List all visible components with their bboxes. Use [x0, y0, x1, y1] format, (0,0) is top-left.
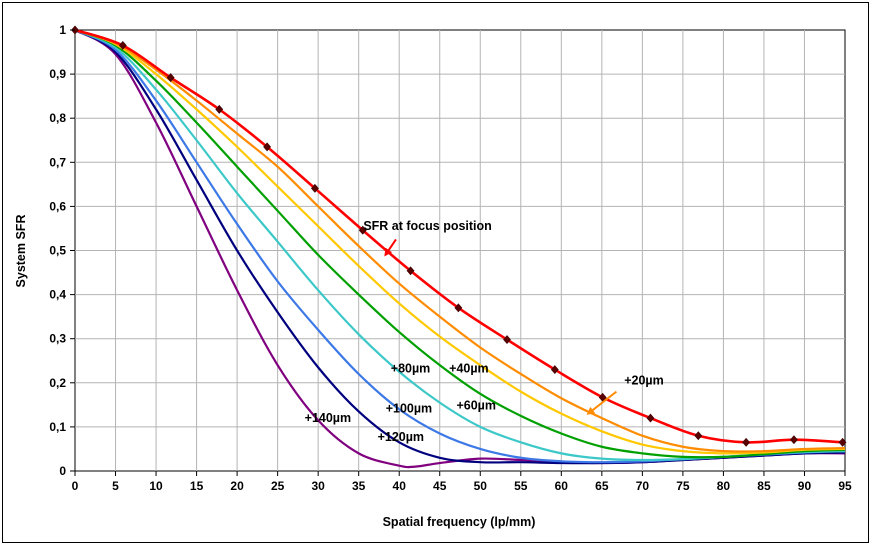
y-tick-label: 0,9: [49, 67, 66, 81]
series-line-3: [74, 28, 846, 459]
data-point: [790, 435, 798, 445]
annotation-layer: SFR at focus position +20µm +40µm +60µm +80µ…: [305, 219, 664, 444]
x-tick-label: 30: [311, 479, 325, 493]
axis-layer: 0 5 10 15 20 25 30 35 40 45 50 55 60 65 70 75 80 85 90 95 0 0…: [49, 23, 852, 493]
y-tick-label: 0,5: [49, 244, 66, 258]
x-tick-label: 55: [514, 479, 528, 493]
x-tick-label: 25: [271, 479, 285, 493]
y-tick-label: 0,1: [49, 420, 66, 434]
annotation-label: +120µm: [378, 430, 424, 444]
x-tick-label: 75: [676, 479, 690, 493]
annotation-label: +80µm: [391, 362, 431, 376]
x-tick-label: 50: [474, 479, 488, 493]
x-tick-label: 10: [149, 479, 163, 493]
x-tick-label: 65: [595, 479, 609, 493]
x-tick-label: 5: [112, 479, 119, 493]
data-point: [550, 365, 559, 375]
data-point: [311, 183, 319, 193]
x-tick-label: 15: [190, 479, 204, 493]
x-tick-label: 60: [555, 479, 569, 493]
y-tick-label: 0,6: [49, 199, 66, 213]
data-point: [454, 303, 463, 313]
data-point: [166, 73, 175, 83]
y-tick-label: 0: [59, 464, 66, 478]
data-point: [646, 413, 655, 423]
y-tick-label: 0,2: [49, 376, 66, 390]
x-tick-label: 45: [433, 479, 447, 493]
x-tick-label: 90: [798, 479, 812, 493]
y-tick-label: 0,4: [49, 288, 66, 302]
data-point: [118, 40, 127, 50]
series-line-1: [74, 28, 846, 453]
data-point: [742, 437, 751, 447]
y-tick-label: 0,8: [49, 111, 66, 125]
x-tick-label: 40: [393, 479, 407, 493]
x-tick-label: 0: [72, 479, 79, 493]
annotation-arrow: [586, 390, 618, 415]
data-point: [838, 437, 847, 447]
series-line-2: [74, 28, 846, 455]
y-axis-title: System SFR: [14, 215, 28, 288]
annotation-label: +20µm: [624, 374, 664, 388]
data-point: [694, 431, 703, 441]
x-tick-label: 80: [717, 479, 731, 493]
x-axis-title: Spatial frequency (lp/mm): [383, 515, 536, 529]
annotation-label: +140µm: [305, 411, 351, 425]
x-tick-label: 95: [838, 479, 852, 493]
y-tick-label: 0,3: [49, 332, 66, 346]
data-point: [215, 104, 224, 114]
y-tick-label: 0,7: [49, 155, 66, 169]
annotation-label: +40µm: [449, 362, 489, 376]
grid: [74, 29, 846, 472]
data-point: [406, 266, 415, 276]
x-tick-label: 20: [230, 479, 244, 493]
data-point: [503, 335, 511, 345]
data-point: [358, 225, 367, 235]
annotation-label: +100µm: [386, 401, 432, 415]
y-tick-label: 1: [59, 23, 66, 37]
annotation-arrow: [384, 238, 397, 257]
x-tick-label: 70: [636, 479, 650, 493]
x-tick-label: 35: [352, 479, 366, 493]
annotation-label: +60µm: [456, 399, 496, 413]
x-tick-label: 85: [757, 479, 771, 493]
data-point: [263, 142, 271, 152]
annotation-label: SFR at focus position: [363, 219, 491, 233]
